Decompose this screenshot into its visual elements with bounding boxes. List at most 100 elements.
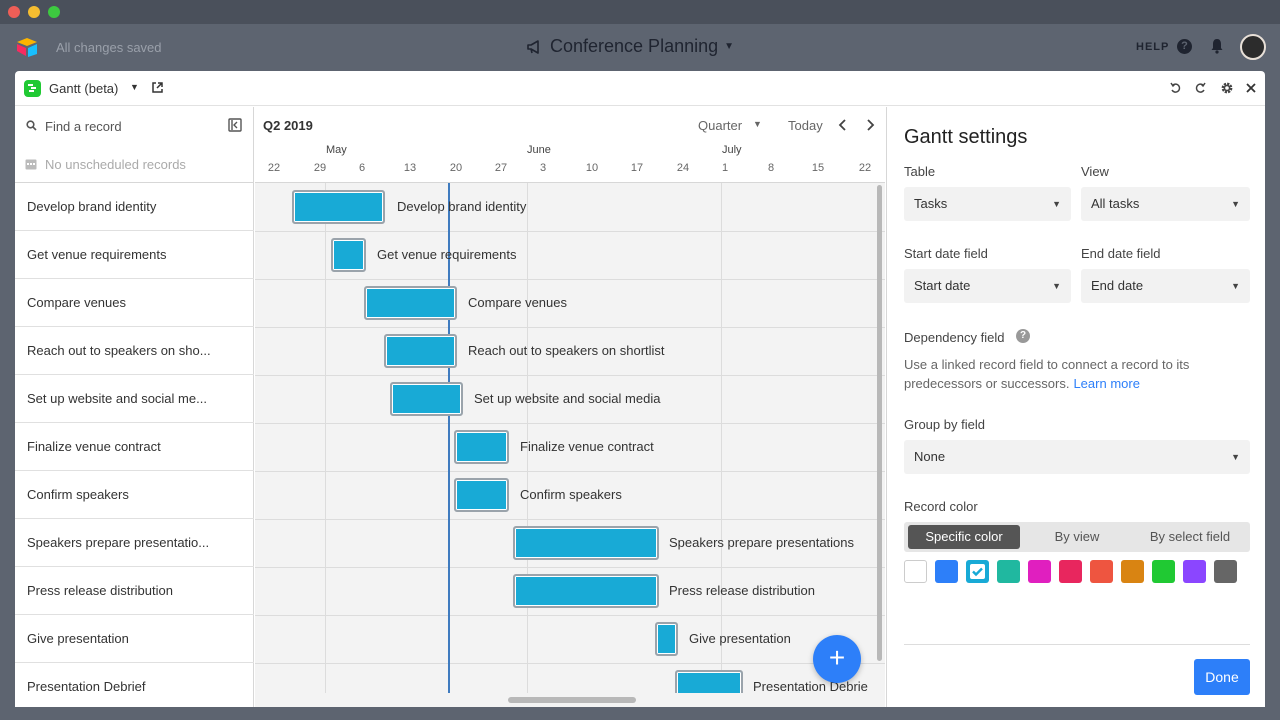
day-label: 8 [767, 162, 775, 174]
airtable-logo-icon[interactable] [15, 37, 39, 57]
task-bar[interactable] [292, 190, 385, 224]
help-icon[interactable]: ? [1016, 329, 1030, 343]
day-label: 29 [313, 162, 327, 174]
color-swatch-white[interactable] [904, 560, 927, 583]
color-swatch-gray[interactable] [1214, 560, 1237, 583]
color-swatch-cyan[interactable] [966, 560, 989, 583]
record-row[interactable]: Finalize venue contract [15, 423, 254, 471]
color-swatch-blue[interactable] [935, 560, 958, 583]
close-window-button[interactable] [8, 6, 20, 18]
task-bar-label: Get venue requirements [377, 247, 517, 262]
chevron-down-icon[interactable]: ▼ [753, 119, 762, 129]
maximize-window-button[interactable] [48, 6, 60, 18]
block-header: Gantt (beta) ▼ [15, 71, 1265, 106]
settings-title: Gantt settings [904, 126, 1028, 148]
collapse-panel-icon[interactable] [228, 118, 242, 132]
help-link[interactable]: HELP [1136, 41, 1170, 53]
gear-icon[interactable] [1220, 81, 1234, 95]
color-swatch-green[interactable] [1152, 560, 1175, 583]
task-bar[interactable] [364, 286, 457, 320]
close-icon[interactable] [1244, 81, 1258, 95]
redo-icon[interactable] [1193, 81, 1207, 95]
block-name[interactable]: Gantt (beta) [49, 81, 119, 96]
month-label: July [722, 144, 742, 156]
color-swatch-orange[interactable] [1090, 560, 1113, 583]
chevron-down-icon[interactable]: ▼ [130, 82, 139, 92]
record-row[interactable]: Presentation Debrief [15, 663, 254, 707]
color-swatch-red[interactable] [1059, 560, 1082, 583]
record-row[interactable]: Reach out to speakers on sho... [15, 327, 254, 375]
color-swatch-teal[interactable] [997, 560, 1020, 583]
record-row[interactable]: Confirm speakers [15, 471, 254, 519]
time-scale-select[interactable]: Quarter [698, 118, 743, 133]
color-mode-by-view[interactable]: By view [1054, 529, 1100, 544]
grid-line [255, 567, 885, 568]
chevron-down-icon: ▼ [1231, 281, 1240, 291]
done-button[interactable]: Done [1194, 659, 1250, 695]
start-date-value: Start date [914, 278, 971, 293]
task-bar-label: Give presentation [689, 631, 791, 646]
open-external-icon[interactable] [151, 81, 164, 94]
horizontal-scrollbar[interactable] [508, 697, 636, 703]
vertical-scrollbar[interactable] [877, 185, 882, 661]
learn-more-link[interactable]: Learn more [1073, 376, 1140, 391]
chevron-down-icon: ▼ [1231, 452, 1240, 462]
task-bar[interactable] [513, 574, 659, 608]
record-row[interactable]: Compare venues [15, 279, 254, 327]
task-bar[interactable] [655, 622, 678, 656]
table-select[interactable]: Tasks ▼ [904, 187, 1071, 221]
record-row[interactable]: Press release distribution [15, 567, 254, 615]
check-icon [970, 564, 985, 579]
grid-line [255, 231, 885, 232]
group-by-select[interactable]: None ▼ [904, 440, 1250, 474]
group-by-label: Group by field [904, 417, 985, 432]
task-bar[interactable] [331, 238, 366, 272]
chevron-right-icon[interactable] [864, 118, 876, 132]
record-row[interactable]: Speakers prepare presentatio... [15, 519, 254, 567]
add-record-button[interactable]: + [813, 635, 861, 683]
task-bar-label: Develop brand identity [397, 199, 527, 214]
color-mode-specific[interactable]: Specific color [908, 525, 1020, 549]
task-bar-label: Press release distribution [669, 583, 815, 598]
undo-icon[interactable] [1169, 81, 1183, 95]
record-row[interactable]: Develop brand identity [15, 183, 254, 231]
notification-bell-icon[interactable] [1209, 38, 1225, 54]
color-swatch-purple[interactable] [1183, 560, 1206, 583]
record-row[interactable]: Set up website and social me... [15, 375, 254, 423]
dependency-help-text: Use a linked record field to connect a r… [904, 355, 1234, 393]
view-select[interactable]: All tasks ▼ [1081, 187, 1250, 221]
end-date-label: End date field [1081, 246, 1161, 261]
gantt-block-modal: Gantt (beta) ▼ [15, 71, 1265, 707]
task-bar[interactable] [454, 430, 509, 464]
task-bar[interactable] [390, 382, 463, 416]
user-avatar[interactable] [1240, 34, 1266, 60]
chevron-left-icon[interactable] [837, 118, 849, 132]
task-bar[interactable] [513, 526, 659, 560]
color-swatch-yellow[interactable] [1121, 560, 1144, 583]
grid-line [255, 471, 885, 472]
task-bar[interactable] [454, 478, 509, 512]
end-date-select[interactable]: End date ▼ [1081, 269, 1250, 303]
start-date-select[interactable]: Start date ▼ [904, 269, 1071, 303]
start-date-label: Start date field [904, 246, 988, 261]
base-title[interactable]: Conference Planning ▼ [526, 36, 734, 57]
task-bar[interactable] [384, 334, 457, 368]
minimize-window-button[interactable] [28, 6, 40, 18]
record-row[interactable]: Get venue requirements [15, 231, 254, 279]
color-swatch-pink[interactable] [1028, 560, 1051, 583]
view-select-value: All tasks [1091, 196, 1140, 211]
today-button[interactable]: Today [788, 118, 823, 133]
record-color-mode: Specific color By view By select field [904, 522, 1250, 552]
help-icon[interactable]: ? [1177, 39, 1192, 54]
day-label: 3 [539, 162, 547, 174]
color-mode-by-select[interactable]: By select field [1149, 529, 1231, 544]
record-color-label: Record color [904, 499, 978, 514]
app-header: All changes saved Conference Planning ▼ … [0, 24, 1280, 72]
grid-line [255, 519, 885, 520]
search-input[interactable] [45, 117, 215, 135]
gantt-block-icon [24, 80, 41, 97]
unscheduled-text: No unscheduled records [45, 157, 186, 172]
day-label: 6 [358, 162, 366, 174]
record-row[interactable]: Give presentation [15, 615, 254, 663]
group-by-value: None [914, 449, 946, 464]
